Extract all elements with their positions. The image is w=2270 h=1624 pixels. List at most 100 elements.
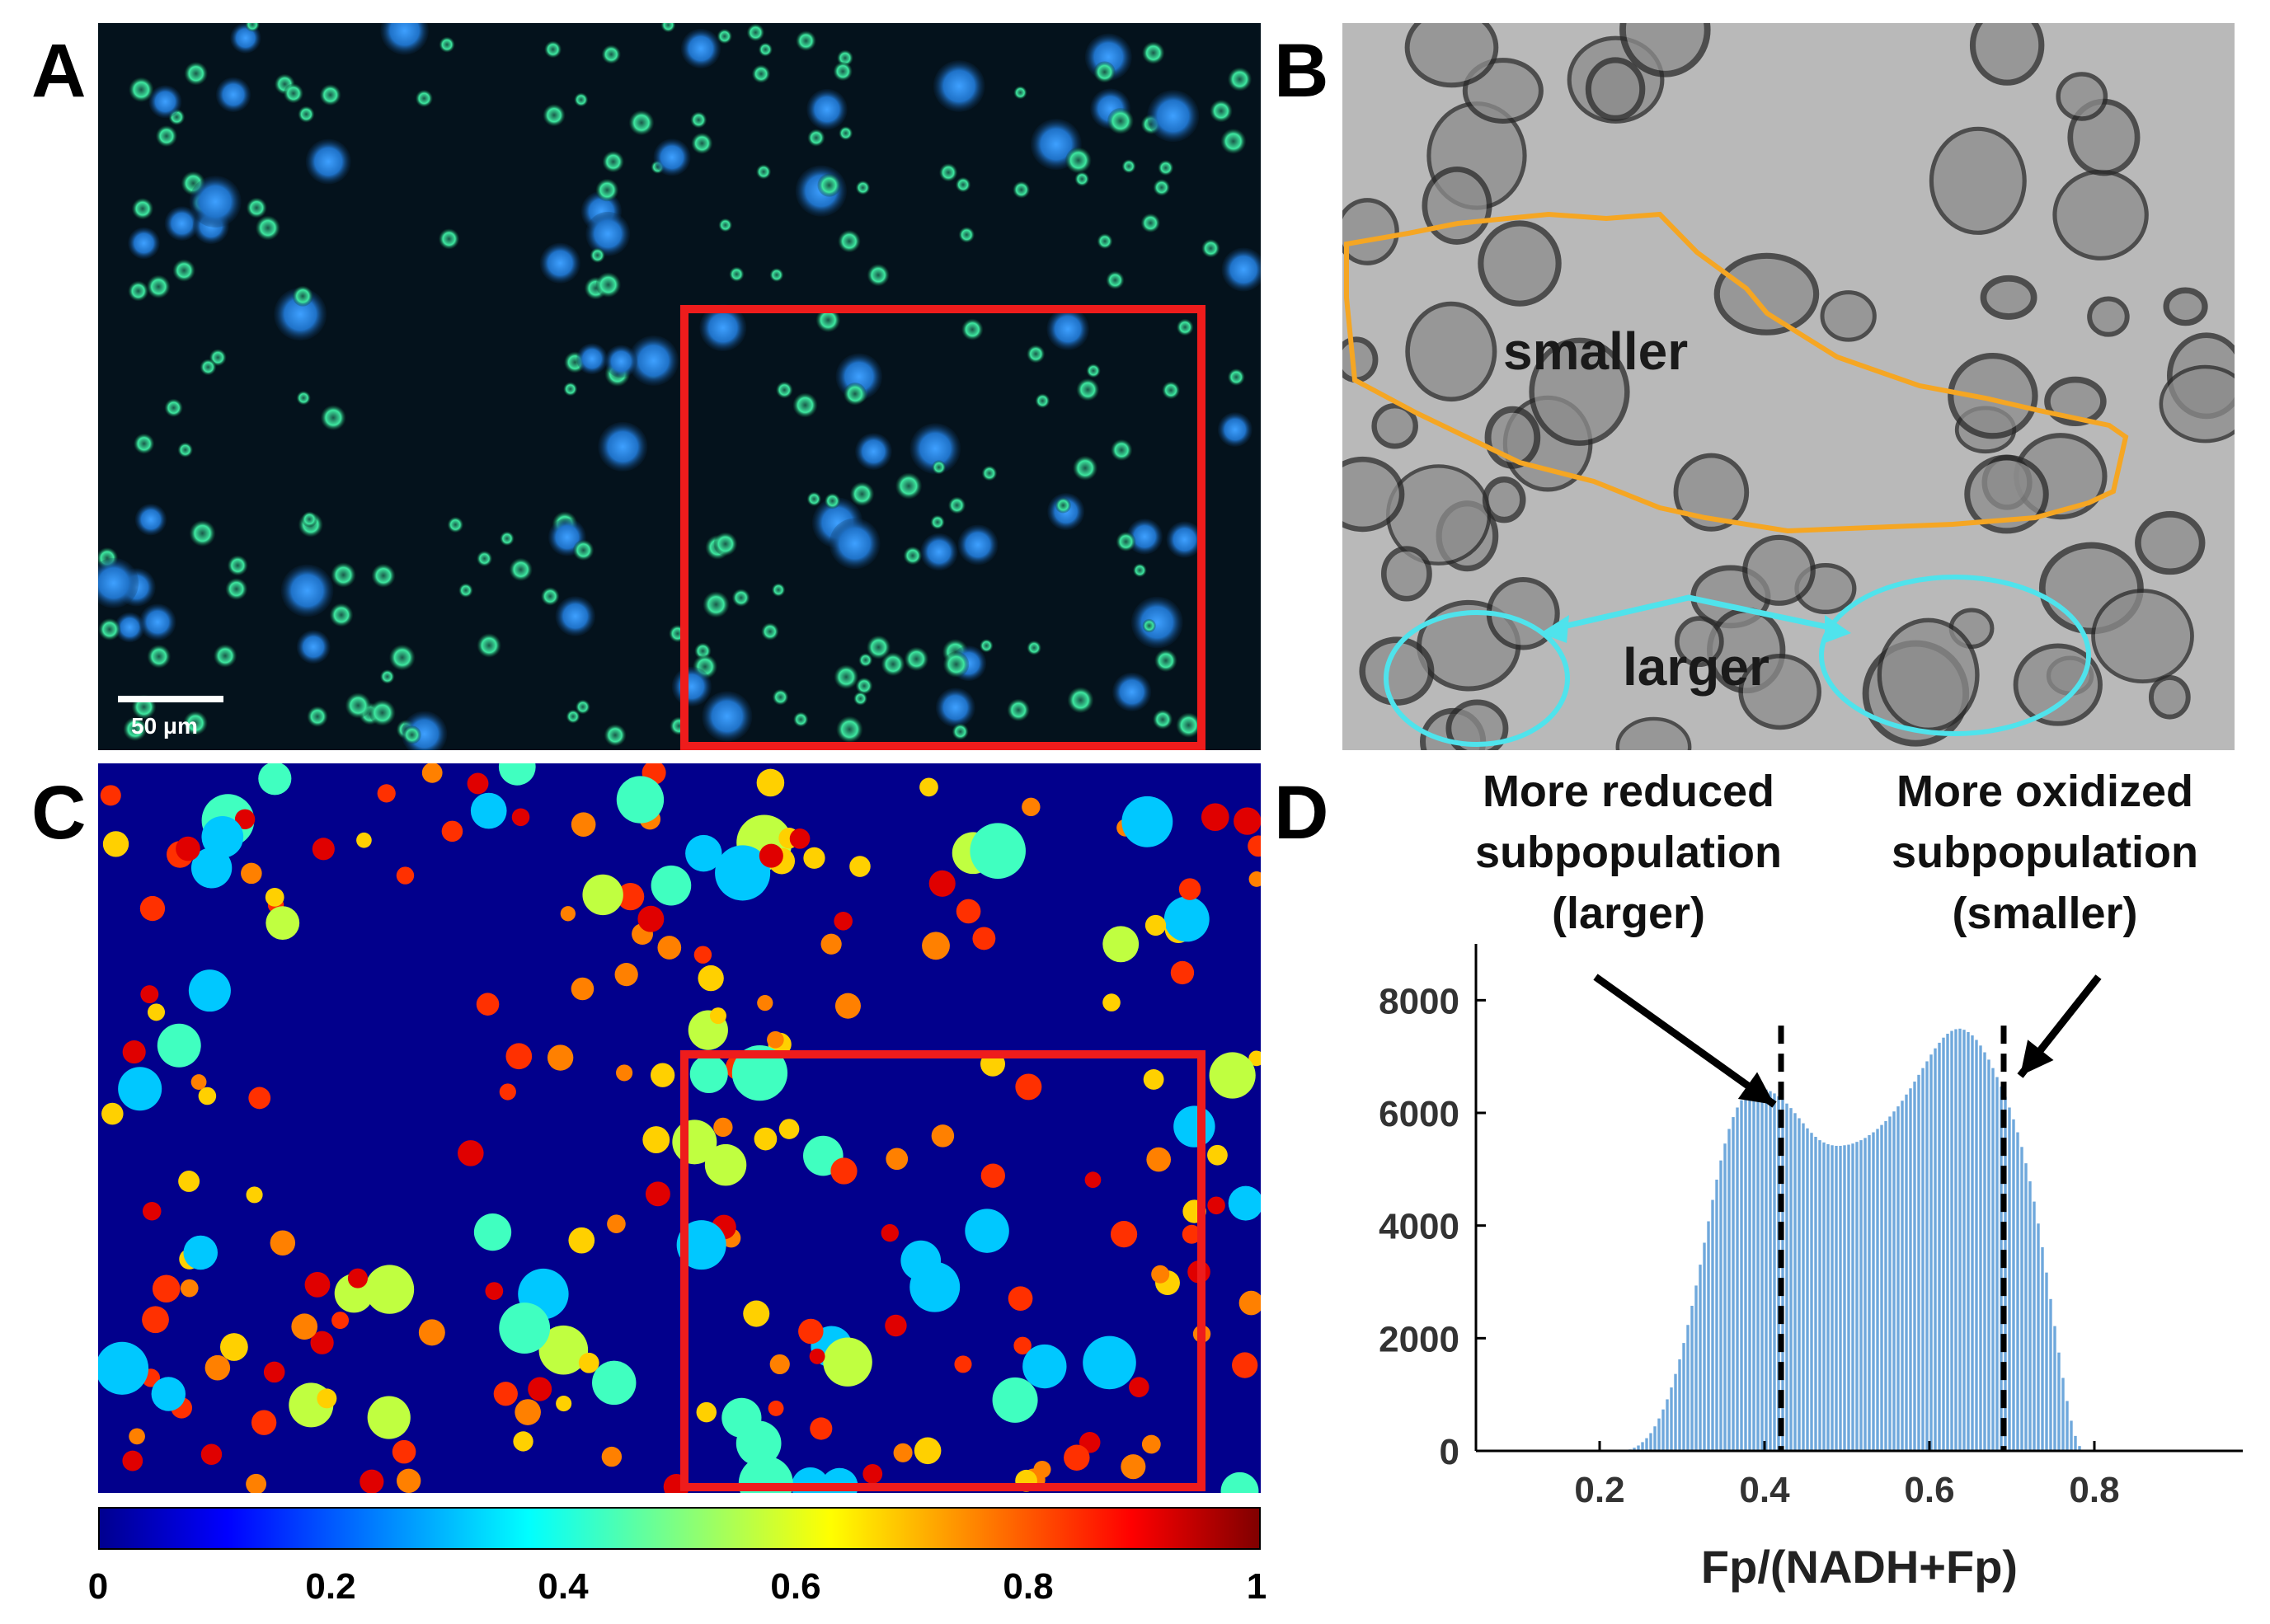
ratio-map-cell — [1170, 960, 1195, 985]
histogram-bar — [1764, 1088, 1769, 1452]
brightfield-cell — [1342, 198, 1399, 265]
ratio-map-cell — [931, 1124, 955, 1148]
fluorescent-cell — [948, 496, 966, 514]
fluorescent-cell — [776, 381, 793, 399]
ratio-map-cell — [1022, 1344, 1067, 1389]
ratio-map-cell — [246, 1473, 267, 1493]
fluorescent-cell — [595, 178, 619, 202]
fluorescent-cell — [177, 442, 193, 458]
ratio-map-cell — [142, 1306, 169, 1334]
brightfield-cell — [1445, 699, 1509, 750]
fluorescent-cell — [602, 151, 624, 173]
ratio-map-cell — [470, 792, 507, 829]
ratio-map-cell — [834, 911, 853, 931]
histogram-chart: 0 2000 4000 6000 8000 0.2 0.4 0.6 0.8 Fp/(NADH+Fp… — [1379, 767, 2243, 1593]
fluorescent-cell — [189, 520, 216, 547]
fluorescent-cell — [604, 345, 638, 378]
fluorescent-cell — [1065, 147, 1092, 174]
fluorescent-cell — [1073, 455, 1097, 481]
ratio-map-cell — [1248, 1050, 1261, 1067]
histogram-bar — [1962, 1029, 1967, 1452]
ratio-map-cell — [1207, 1144, 1228, 1166]
fluorescent-cell — [718, 218, 732, 232]
fluorescent-cell — [958, 227, 975, 243]
fluorescent-cell — [855, 677, 873, 695]
ratio-map-cell — [972, 927, 996, 950]
fluorescent-cell — [98, 618, 121, 641]
fluorescent-cell — [245, 23, 260, 32]
fluorescent-cell — [164, 398, 183, 417]
fluorescent-cell — [1176, 318, 1194, 336]
fluorescent-cell — [447, 516, 463, 533]
smaller-label: smaller — [1503, 322, 1688, 381]
fluorescent-cell — [307, 706, 328, 727]
fluorescent-cell — [598, 421, 648, 472]
ratio-map-cell — [1064, 1444, 1090, 1471]
ratio-map-cell — [992, 1377, 1038, 1423]
fluorescent-cell — [933, 60, 985, 112]
ratio-map-cell — [364, 1265, 415, 1314]
ratio-map-cell — [538, 1325, 589, 1375]
fluorescent-cell — [369, 699, 396, 726]
fluorescent-cell — [439, 228, 460, 250]
fluorescent-cell — [943, 651, 970, 678]
histogram-bar — [2036, 1223, 2041, 1452]
histogram-bar — [1929, 1054, 1934, 1452]
y-tick-label: 0 — [1440, 1432, 1459, 1472]
histogram-bar — [1690, 1305, 1694, 1452]
brightfield-cell — [1738, 654, 1821, 730]
annotation-text: More oxidized — [1896, 767, 2193, 816]
ratio-map-cell — [1209, 1052, 1256, 1099]
fluorescent-cell — [855, 180, 871, 195]
ratio-map-cell — [767, 1030, 784, 1049]
fluorescent-cell — [746, 23, 764, 41]
brightfield-cell — [1359, 636, 1435, 706]
histogram-bar — [1727, 1128, 1732, 1452]
histogram-bar — [2065, 1400, 2070, 1452]
ratio-map-cell — [178, 1171, 200, 1192]
colorbar-tick: 0.4 — [538, 1566, 589, 1607]
histogram-bar — [1863, 1137, 1868, 1452]
ratio-map-cell — [685, 834, 722, 872]
fluorescent-cell — [756, 164, 772, 180]
histogram-bar — [1665, 1398, 1670, 1452]
ratio-map-cell — [614, 962, 638, 987]
fluorescent-cell — [139, 603, 176, 641]
fluorescent-cell — [691, 132, 713, 154]
histogram-bar — [1990, 1068, 1995, 1452]
ratio-map-cell — [578, 1352, 599, 1373]
ratio-map-cell — [493, 1382, 518, 1406]
fluorescent-cell — [939, 163, 958, 182]
histogram-bar — [1854, 1141, 1859, 1452]
ratio-map-cell — [139, 895, 166, 922]
histogram-bar — [1937, 1042, 1942, 1452]
ratio-map-cell — [98, 1341, 149, 1395]
ratio-map-cell — [1178, 878, 1201, 900]
histogram-bar — [1755, 1087, 1760, 1452]
fluorescent-cell — [1176, 712, 1201, 738]
fluorescent-cell — [296, 630, 331, 664]
fluorescent-cell — [305, 138, 351, 185]
smaller-cells-outline — [1344, 211, 2129, 534]
y-tick-label: 2000 — [1379, 1319, 1459, 1359]
ratio-map-cell — [188, 969, 231, 1012]
histogram-bar — [1838, 1145, 1843, 1452]
ratio-map-cell — [266, 906, 300, 941]
ratio-map-cell — [122, 1040, 146, 1064]
ratio-map-cell — [592, 1360, 637, 1406]
brightfield-cell — [1673, 453, 1750, 532]
ratio-map-cell — [571, 812, 596, 837]
histogram-bar — [1694, 1284, 1699, 1452]
ratio-map-cell — [101, 1102, 124, 1125]
fluorescent-cell — [574, 92, 589, 107]
ratio-map-cell — [331, 1312, 350, 1330]
fluorescent-cell — [123, 717, 148, 741]
ratio-map-cell — [721, 1397, 762, 1438]
ratio-map-cell — [1182, 1224, 1201, 1244]
fluorescent-cell — [815, 307, 841, 332]
fluorescent-cell — [371, 564, 396, 588]
ratio-map-cell — [317, 1388, 337, 1409]
fluorescent-cell — [134, 504, 167, 536]
fluorescent-cell — [838, 230, 861, 253]
ratio-map-cell — [768, 1400, 784, 1416]
